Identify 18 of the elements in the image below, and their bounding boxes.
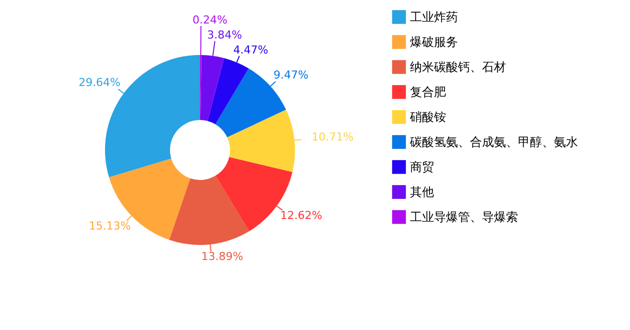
legend-label: 商贸 xyxy=(410,160,434,174)
data-label: 29.64% xyxy=(78,76,121,90)
legend-label: 其他 xyxy=(410,185,434,199)
legend-label: 爆破服务 xyxy=(410,35,458,49)
data-label: 12.62% xyxy=(280,209,322,222)
data-label: 13.89% xyxy=(201,250,244,263)
legend-label: 硝酸铵 xyxy=(409,110,446,124)
data-label: 4.47% xyxy=(233,43,268,56)
data-label: 9.47% xyxy=(274,68,308,82)
legend-label: 复合肥 xyxy=(410,85,446,99)
data-label: 0.24% xyxy=(192,14,228,27)
legend-label: 工业导爆管、导爆索 xyxy=(410,210,518,224)
data-label: 3.84% xyxy=(207,28,242,42)
legend-label: 碳酸氢氨、合成氨、甲醇、氨水 xyxy=(409,135,578,149)
data-label: 10.71% xyxy=(312,130,354,144)
data-label: 15.13% xyxy=(88,220,131,233)
legend-label: 工业炸药 xyxy=(410,10,458,24)
legend-label: 纳米碳酸钙、石材 xyxy=(410,60,506,74)
